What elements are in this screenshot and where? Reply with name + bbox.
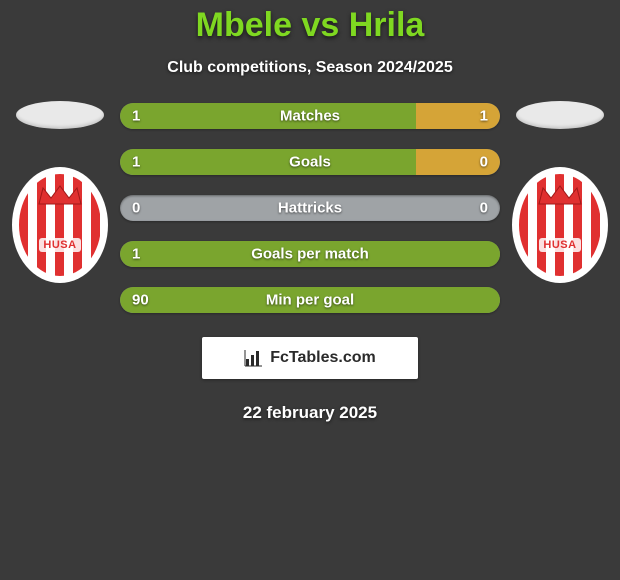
club-badge-left-inner: HUSA [19, 174, 101, 276]
stat-right-value: 0 [480, 154, 488, 171]
club-badge-right-inner: HUSA [519, 174, 601, 276]
stat-left-value: 0 [132, 200, 140, 217]
stat-bar: 1 Goals per match [120, 241, 500, 267]
stat-bar: 1 1 Matches [120, 103, 500, 129]
club-badge-right: HUSA [512, 167, 608, 283]
stat-left-value: 1 [132, 246, 140, 263]
right-player-col: HUSA [512, 101, 608, 283]
brand-logo-text: FcTables.com [270, 349, 376, 367]
club-badge-right-label: HUSA [539, 238, 580, 252]
stat-bar-left-fill [120, 149, 416, 175]
stat-label: Goals [289, 154, 331, 171]
stat-right-value: 1 [480, 108, 488, 125]
left-player-col: HUSA [12, 101, 108, 283]
subtitle: Club competitions, Season 2024/2025 [0, 59, 620, 77]
stat-bar: 90 Min per goal [120, 287, 500, 313]
stat-left-value: 90 [132, 292, 149, 309]
stat-bar-left-fill [120, 103, 416, 129]
stat-left-value: 1 [132, 108, 140, 125]
stat-label: Hattricks [278, 200, 342, 217]
brand-logo: FcTables.com [202, 337, 418, 379]
stat-bars: 1 1 Matches 1 0 Goals 0 0 Hattricks 1 Goals per ma… [108, 103, 512, 313]
stat-label: Matches [280, 108, 340, 125]
stat-label: Goals per match [251, 246, 369, 263]
stat-left-value: 1 [132, 154, 140, 171]
main-row: HUSA 1 1 Matches 1 0 Goals 0 0 Hattricks 1 Goals p… [0, 101, 620, 313]
infographic-root: Mbele vs Hrila Club competitions, Season… [0, 0, 620, 423]
player-head-right [516, 101, 604, 129]
stat-right-value: 0 [480, 200, 488, 217]
stat-label: Min per goal [266, 292, 354, 309]
bars-icon [244, 348, 264, 368]
crown-icon [37, 184, 83, 206]
player-head-left [16, 101, 104, 129]
date-line: 22 february 2025 [0, 403, 620, 423]
stat-bar: 0 0 Hattricks [120, 195, 500, 221]
crown-icon [537, 184, 583, 206]
club-badge-left: HUSA [12, 167, 108, 283]
page-title: Mbele vs Hrila [0, 6, 620, 45]
club-badge-left-label: HUSA [39, 238, 80, 252]
stat-bar: 1 0 Goals [120, 149, 500, 175]
